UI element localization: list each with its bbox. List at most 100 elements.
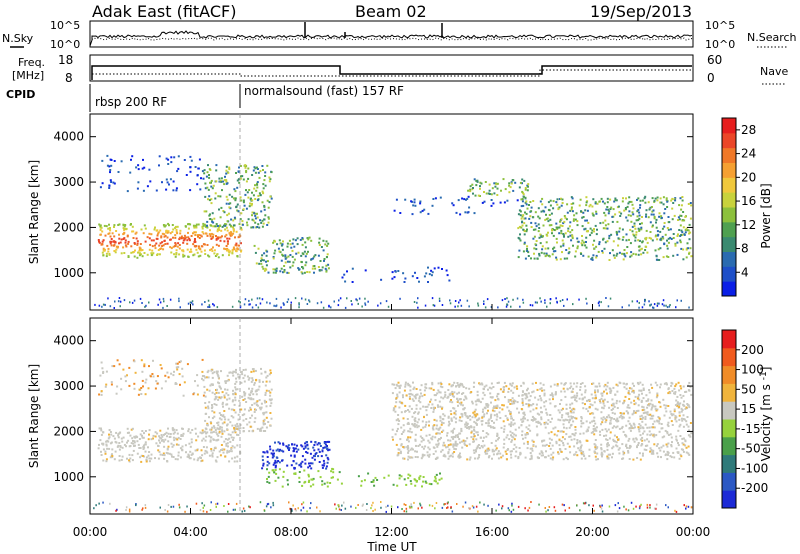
data-cell bbox=[453, 451, 456, 453]
data-cell bbox=[656, 230, 659, 233]
data-cell bbox=[282, 470, 285, 473]
data-cell bbox=[689, 247, 692, 250]
data-cell bbox=[227, 394, 230, 397]
data-cell bbox=[233, 370, 236, 373]
data-cell bbox=[208, 454, 211, 457]
data-cell bbox=[652, 451, 655, 454]
data-cell bbox=[181, 445, 184, 448]
data-cell bbox=[154, 226, 156, 229]
data-cell bbox=[149, 243, 152, 246]
data-cell bbox=[105, 252, 108, 255]
data-cell bbox=[126, 441, 128, 444]
data-cell bbox=[646, 444, 649, 447]
data-cell bbox=[671, 414, 674, 417]
data-cell bbox=[572, 218, 575, 221]
data-cell bbox=[216, 373, 219, 376]
data-cell bbox=[400, 411, 403, 414]
data-cell bbox=[261, 190, 264, 193]
data-cell bbox=[391, 383, 394, 386]
data-cell bbox=[647, 440, 650, 443]
data-cell bbox=[204, 406, 207, 409]
data-cell bbox=[174, 225, 177, 228]
data-cell bbox=[132, 449, 135, 452]
data-cell bbox=[109, 179, 112, 182]
data-cell bbox=[647, 216, 650, 219]
data-cell bbox=[663, 435, 666, 438]
data-cell bbox=[391, 277, 394, 280]
data-cell bbox=[430, 274, 433, 277]
y-tick-label: 1000 bbox=[53, 266, 84, 280]
data-cell bbox=[278, 468, 281, 471]
data-cell bbox=[569, 406, 571, 409]
data-cell bbox=[639, 199, 642, 202]
data-cell bbox=[466, 427, 469, 429]
data-cell bbox=[115, 509, 117, 512]
data-cell bbox=[421, 453, 424, 456]
data-cell bbox=[516, 387, 519, 390]
data-cell bbox=[260, 402, 263, 405]
data-cell bbox=[209, 440, 212, 443]
data-cell bbox=[165, 231, 168, 234]
data-cell bbox=[140, 454, 143, 457]
data-cell bbox=[612, 240, 615, 243]
data-cell bbox=[463, 407, 466, 410]
data-cell bbox=[546, 413, 549, 416]
data-cell bbox=[433, 304, 436, 307]
data-cell bbox=[229, 421, 232, 424]
data-cell bbox=[259, 429, 262, 432]
data-cell bbox=[409, 474, 412, 477]
data-cell bbox=[564, 418, 567, 421]
data-cell bbox=[179, 360, 182, 363]
data-cell bbox=[523, 217, 526, 220]
data-cell bbox=[477, 510, 479, 513]
data-cell bbox=[651, 406, 654, 409]
data-cell bbox=[621, 443, 624, 446]
data-cell bbox=[212, 233, 215, 236]
data-cell bbox=[523, 179, 526, 182]
data-cell bbox=[170, 453, 173, 456]
data-cell bbox=[249, 425, 252, 428]
data-cell bbox=[174, 437, 177, 440]
data-cell bbox=[680, 214, 683, 217]
data-cell bbox=[132, 237, 135, 239]
data-cell bbox=[435, 419, 438, 422]
data-cell bbox=[156, 234, 159, 237]
data-cell bbox=[208, 416, 210, 419]
data-cell bbox=[260, 262, 263, 265]
data-cell bbox=[228, 397, 231, 400]
data-cell bbox=[101, 182, 104, 185]
data-cell bbox=[249, 202, 252, 205]
data-cell bbox=[197, 245, 200, 248]
data-cell bbox=[656, 238, 659, 241]
data-cell bbox=[511, 504, 513, 507]
data-cell bbox=[495, 405, 498, 408]
data-cell bbox=[316, 443, 319, 446]
data-cell bbox=[144, 240, 147, 243]
data-cell bbox=[666, 244, 669, 247]
data-cell bbox=[650, 206, 653, 208]
data-cell bbox=[507, 387, 510, 390]
data-cell bbox=[248, 387, 250, 390]
data-cell bbox=[159, 229, 162, 232]
data-cell bbox=[549, 394, 552, 397]
data-cell bbox=[556, 434, 559, 437]
data-cell bbox=[114, 251, 117, 254]
data-cell bbox=[118, 237, 121, 240]
data-cell bbox=[332, 476, 334, 479]
data-cell bbox=[234, 411, 237, 414]
data-cell bbox=[467, 189, 470, 192]
data-cell bbox=[252, 368, 255, 371]
data-cell bbox=[118, 233, 120, 236]
data-cell bbox=[298, 471, 301, 473]
data-cell bbox=[465, 444, 468, 447]
data-cell bbox=[167, 230, 170, 233]
data-cell bbox=[251, 430, 254, 433]
data-cell bbox=[488, 449, 491, 452]
data-cell bbox=[290, 454, 293, 457]
data-cell bbox=[666, 206, 669, 208]
data-cell bbox=[253, 212, 256, 215]
data-cell bbox=[326, 456, 329, 459]
data-cell bbox=[484, 452, 487, 455]
data-cell bbox=[667, 425, 670, 428]
data-cell bbox=[450, 413, 453, 416]
